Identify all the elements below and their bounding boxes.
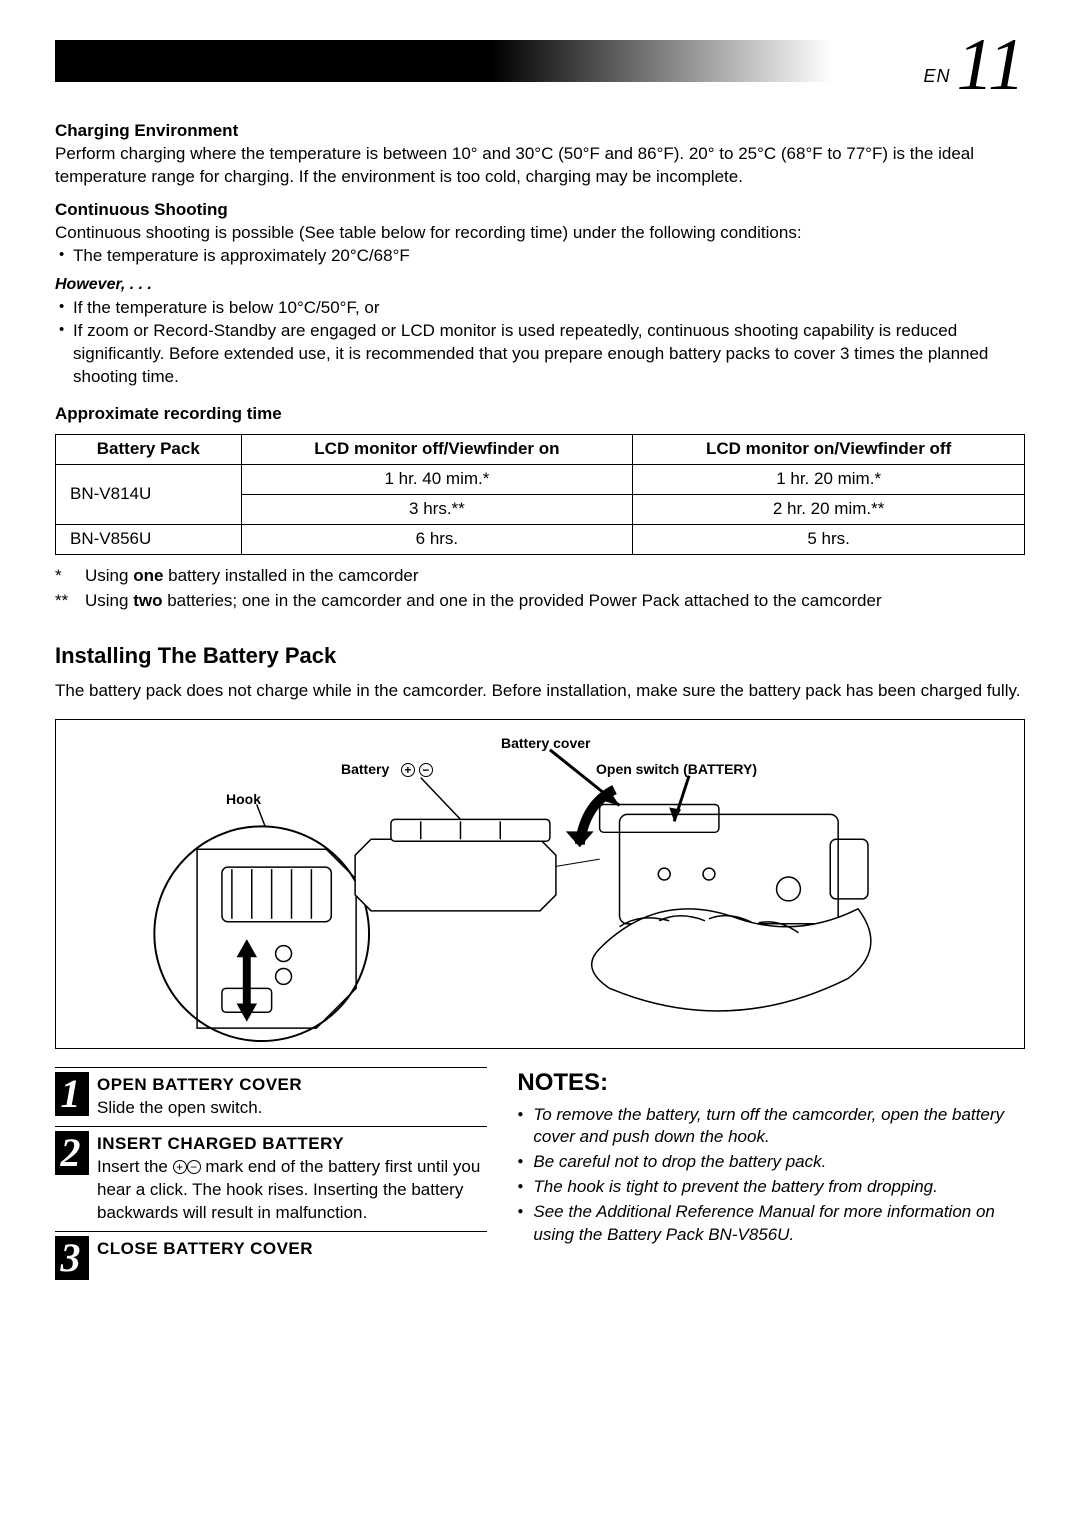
install-intro: The battery pack does not charge while i… <box>55 680 1025 703</box>
charging-env-text: Perform charging where the temperature i… <box>55 143 1025 189</box>
diagram-svg <box>56 720 1024 1048</box>
step1-title: OPEN BATTERY COVER <box>97 1074 487 1097</box>
cell-r1c2: 1 hr. 40 mim.* <box>241 464 633 494</box>
step3-title: CLOSE BATTERY COVER <box>97 1238 487 1261</box>
step-3: 3 CLOSE BATTERY COVER <box>55 1231 487 1280</box>
notes-head: NOTES: <box>517 1067 1025 1099</box>
page-num: 11 <box>956 32 1025 99</box>
however-label: However, . . . <box>55 274 1025 296</box>
cell-r3c2: 6 hrs. <box>241 524 633 554</box>
charging-env-head: Charging Environment <box>55 120 1025 143</box>
header-gradient <box>55 40 1025 82</box>
rec-time-head: Approximate recording time <box>55 403 1025 426</box>
notes-list: To remove the battery, turn off the camc… <box>517 1104 1025 1248</box>
step3-num: 3 <box>55 1236 89 1280</box>
step-1: 1 OPEN BATTERY COVER Slide the open swit… <box>55 1067 487 1120</box>
note-1: To remove the battery, turn off the camc… <box>517 1104 1025 1150</box>
lower-columns: 1 OPEN BATTERY COVER Slide the open swit… <box>55 1067 1025 1286</box>
cell-r1c3: 1 hr. 20 mim.* <box>633 464 1025 494</box>
cell-r1c1: BN-V814U <box>56 464 242 524</box>
plus-icon-inline: + <box>173 1160 187 1174</box>
install-head: Installing The Battery Pack <box>55 641 1025 671</box>
step1-num: 1 <box>55 1072 89 1116</box>
notes-column: NOTES: To remove the battery, turn off t… <box>517 1067 1025 1286</box>
th-lcd-off: LCD monitor off/Viewfinder on <box>241 434 633 464</box>
step2-title: INSERT CHARGED BATTERY <box>97 1133 487 1156</box>
footnote-2: ** Using two batteries; one in the camco… <box>55 590 1025 613</box>
foot2-mark: ** <box>55 590 79 613</box>
steps-column: 1 OPEN BATTERY COVER Slide the open swit… <box>55 1067 487 1286</box>
foot1-mark: * <box>55 565 79 588</box>
continuous-head: Continuous Shooting <box>55 199 1025 222</box>
page-number: EN 11 <box>923 32 1025 99</box>
continuous-cond2: If the temperature is below 10°C/50°F, o… <box>55 297 1025 320</box>
minus-icon-inline: − <box>187 1160 201 1174</box>
step1-text: Slide the open switch. <box>97 1097 487 1120</box>
foot2-text: Using two batteries; one in the camcorde… <box>85 590 882 613</box>
continuous-condlist-2: If the temperature is below 10°C/50°F, o… <box>55 297 1025 389</box>
recording-time-table: Battery Pack LCD monitor off/Viewfinder … <box>55 434 1025 555</box>
footnote-1: * Using one battery installed in the cam… <box>55 565 1025 588</box>
step2-text: Insert the +− mark end of the battery fi… <box>97 1156 487 1225</box>
cell-r2c2: 3 hrs.** <box>241 494 633 524</box>
step-2: 2 INSERT CHARGED BATTERY Insert the +− m… <box>55 1126 487 1225</box>
continuous-cond3: If zoom or Record-Standby are engaged or… <box>55 320 1025 389</box>
step2-num: 2 <box>55 1131 89 1175</box>
foot1-text: Using one battery installed in the camco… <box>85 565 419 588</box>
continuous-cond1: The temperature is approximately 20°C/68… <box>55 245 1025 268</box>
cell-r3c1: BN-V856U <box>56 524 242 554</box>
cell-r3c3: 5 hrs. <box>633 524 1025 554</box>
th-lcd-on: LCD monitor on/Viewfinder off <box>633 434 1025 464</box>
lang-label: EN <box>923 64 950 88</box>
page-header: EN 11 <box>55 40 1025 110</box>
th-battery: Battery Pack <box>56 434 242 464</box>
battery-diagram: Battery cover Open switch (BATTERY) Batt… <box>55 719 1025 1049</box>
note-4: See the Additional Reference Manual for … <box>517 1201 1025 1247</box>
continuous-intro: Continuous shooting is possible (See tab… <box>55 222 1025 245</box>
note-3: The hook is tight to prevent the battery… <box>517 1176 1025 1199</box>
continuous-condlist-1: The temperature is approximately 20°C/68… <box>55 245 1025 268</box>
note-2: Be careful not to drop the battery pack. <box>517 1151 1025 1174</box>
cell-r2c3: 2 hr. 20 mim.** <box>633 494 1025 524</box>
